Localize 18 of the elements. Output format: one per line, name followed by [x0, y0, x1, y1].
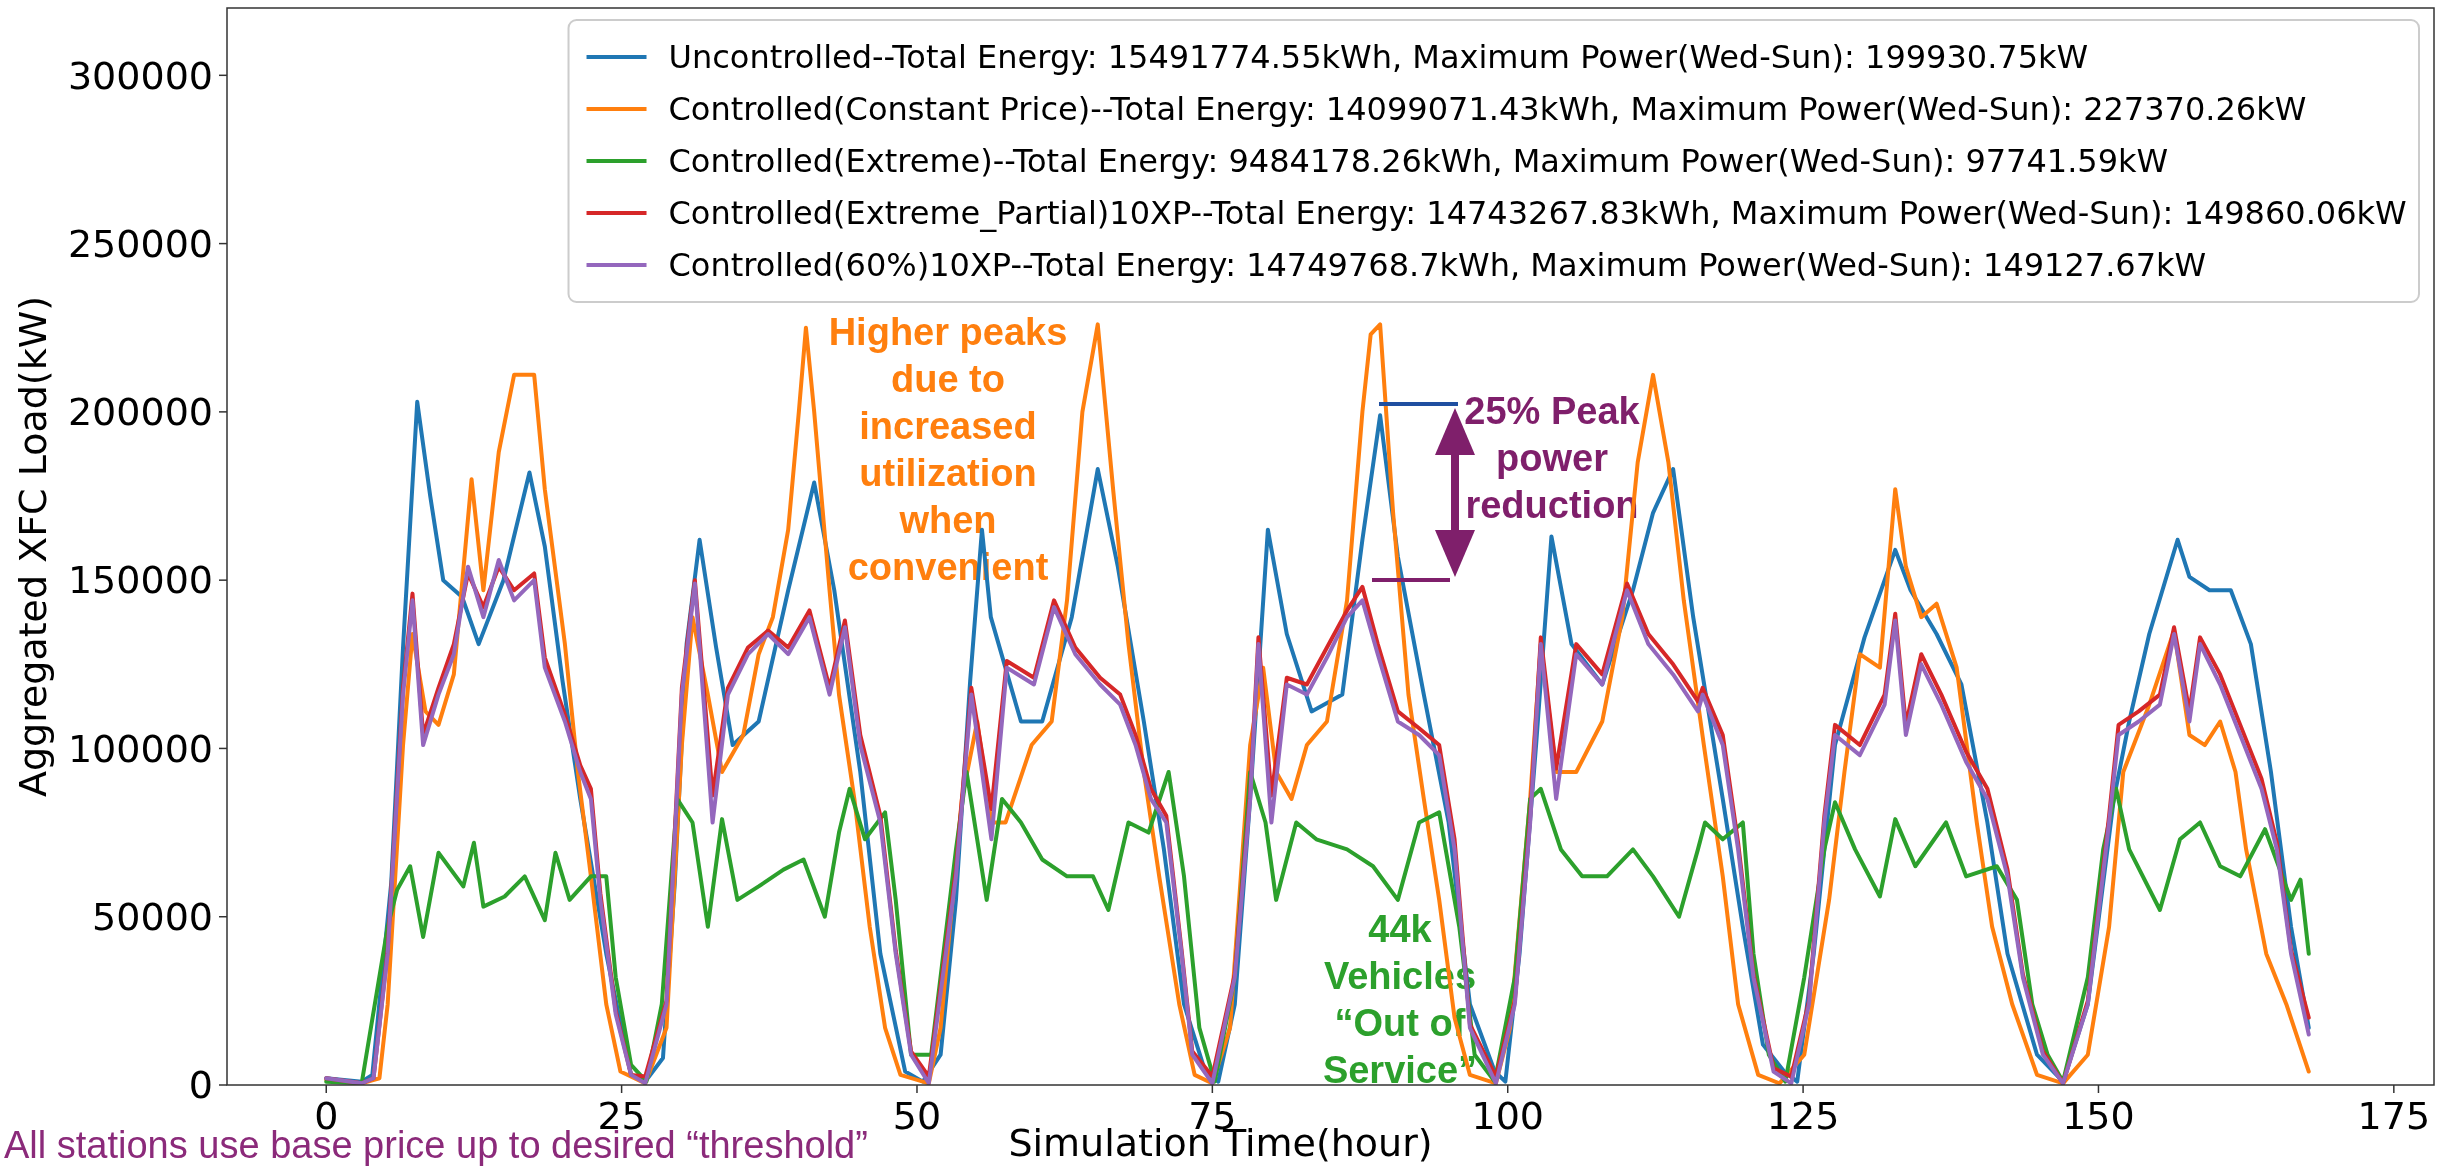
y-tick-label: 100000 [67, 726, 213, 771]
y-tick-label: 0 [188, 1063, 213, 1108]
x-tick-label: 50 [892, 1094, 942, 1138]
y-tick-label: 200000 [67, 390, 213, 435]
legend-label: Controlled(60%)10XP--Total Energy: 14749768.7kWh, Maximum Power(Wed-Sun): 149127.67kW [668, 246, 2207, 285]
y-tick-label: 150000 [67, 558, 213, 603]
legend-label: Controlled(Extreme)--Total Energy: 9484178.26kWh, Maximum Power(Wed-Sun): 97741.59kW [668, 142, 2169, 181]
y-axis-title: Aggregated XFC Load(kW) [11, 295, 55, 798]
legend-label: Controlled(Constant Price)--Total Energy: 14099071.43kWh, Maximum Power(Wed-Sun): 227370.26kW [668, 90, 2307, 129]
y-tick-label: 250000 [67, 221, 213, 266]
legend-label: Controlled(Extreme_Partial)10XP--Total Energy: 14743267.83kWh, Maximum Power(Wed-Sun): 149860.06kW [668, 194, 2407, 233]
x-tick-label: 100 [1471, 1094, 1544, 1138]
x-tick-label: 150 [2062, 1094, 2135, 1138]
x-tick-label: 125 [1766, 1094, 1840, 1138]
y-tick-label: 300000 [67, 53, 213, 98]
x-tick-label: 175 [2357, 1094, 2431, 1138]
legend-label: Uncontrolled--Total Energy: 15491774.55kWh, Maximum Power(Wed-Sun): 199930.75kW [668, 38, 2089, 77]
y-tick-label: 50000 [92, 895, 213, 940]
